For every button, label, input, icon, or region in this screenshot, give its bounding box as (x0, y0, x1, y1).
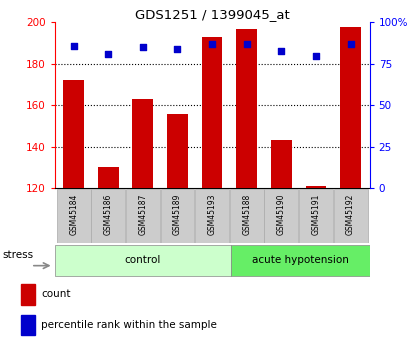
Bar (21, 284, 35, 305)
Point (243, 41, 250, 47)
Point (139, 45, 146, 50)
Text: percentile rank within the sample: percentile rank within the sample (41, 320, 217, 330)
Point (312, 53, 319, 58)
Point (347, 41, 354, 47)
Point (70, 43, 77, 48)
Text: count: count (41, 289, 71, 299)
Bar (202, 37, 223, 188)
Text: GSM45184: GSM45184 (69, 194, 78, 235)
Text: GSM45191: GSM45191 (312, 194, 320, 235)
Text: GSM45186: GSM45186 (104, 194, 113, 235)
FancyBboxPatch shape (195, 189, 229, 243)
Bar (340, 27, 361, 188)
Text: stress: stress (2, 250, 33, 260)
Bar (98, 167, 118, 188)
FancyBboxPatch shape (231, 245, 370, 276)
Point (278, 48, 285, 53)
Bar (236, 29, 257, 188)
Point (105, 51, 112, 57)
Bar (63, 80, 84, 188)
FancyBboxPatch shape (160, 189, 194, 243)
Point (174, 46, 181, 52)
FancyBboxPatch shape (91, 189, 125, 243)
FancyBboxPatch shape (126, 189, 160, 243)
Text: GSM45188: GSM45188 (242, 194, 251, 235)
FancyBboxPatch shape (264, 189, 298, 243)
FancyBboxPatch shape (333, 189, 368, 243)
Bar (271, 140, 292, 188)
Bar (306, 186, 326, 188)
Text: GSM45193: GSM45193 (207, 194, 217, 235)
Text: GSM45189: GSM45189 (173, 194, 182, 235)
Text: control: control (125, 255, 161, 265)
Text: acute hypotension: acute hypotension (252, 255, 349, 265)
Title: GDS1251 / 1399045_at: GDS1251 / 1399045_at (135, 8, 289, 21)
Bar (167, 114, 188, 188)
FancyBboxPatch shape (230, 189, 264, 243)
FancyBboxPatch shape (299, 189, 333, 243)
FancyBboxPatch shape (57, 189, 91, 243)
FancyBboxPatch shape (55, 245, 231, 276)
Text: GSM45190: GSM45190 (277, 194, 286, 235)
Text: GSM45187: GSM45187 (138, 194, 147, 235)
Bar (132, 99, 153, 188)
Bar (21, 315, 35, 335)
Text: GSM45192: GSM45192 (346, 194, 355, 235)
Point (209, 41, 215, 47)
